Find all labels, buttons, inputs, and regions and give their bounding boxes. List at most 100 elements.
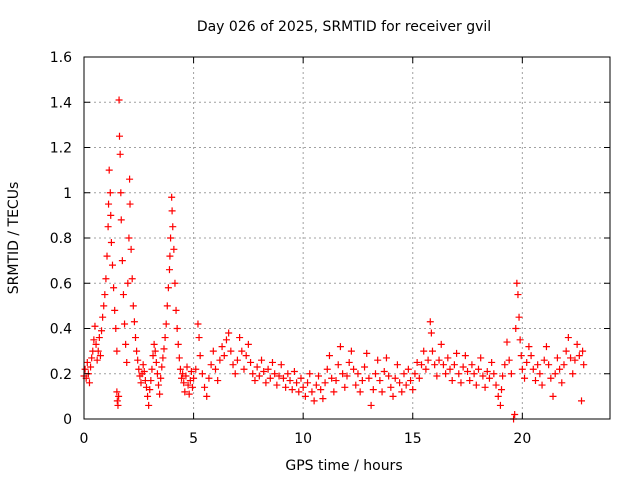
data-point	[549, 392, 557, 400]
data-point	[343, 372, 351, 380]
data-point	[220, 352, 228, 360]
data-point	[90, 336, 98, 344]
data-point	[176, 365, 184, 373]
data-point	[117, 216, 125, 224]
data-point	[428, 347, 436, 355]
data-point	[100, 302, 108, 310]
data-point	[382, 354, 390, 362]
data-point	[515, 313, 523, 321]
data-point	[556, 365, 564, 373]
data-point	[501, 361, 509, 369]
x-axis-label: GPS time / hours	[285, 458, 402, 474]
data-point	[400, 370, 408, 378]
data-point	[251, 377, 259, 385]
data-point	[175, 354, 183, 362]
data-point	[560, 361, 568, 369]
data-point	[178, 374, 186, 382]
data-point	[352, 381, 360, 389]
data-point	[149, 352, 157, 360]
data-point	[466, 377, 474, 385]
data-point	[534, 361, 542, 369]
data-point	[194, 320, 202, 328]
data-point	[538, 381, 546, 389]
data-point	[393, 361, 401, 369]
data-point	[159, 354, 167, 362]
data-point	[542, 343, 550, 351]
data-point	[448, 377, 456, 385]
data-point	[196, 352, 204, 360]
data-point	[330, 388, 338, 396]
data-point	[130, 318, 138, 326]
data-point	[374, 356, 382, 364]
data-point	[184, 381, 192, 389]
data-point	[517, 352, 525, 360]
data-point	[85, 379, 93, 387]
data-point	[315, 372, 323, 380]
data-point	[125, 234, 133, 242]
y-tick-label: 1.4	[50, 95, 72, 111]
data-point	[275, 372, 283, 380]
data-point	[336, 343, 344, 351]
grid-lines	[84, 57, 610, 419]
y-tick-label: 1	[63, 186, 72, 202]
data-point	[209, 347, 217, 355]
data-point	[450, 361, 458, 369]
data-point	[325, 352, 333, 360]
data-point	[402, 381, 410, 389]
data-point	[192, 365, 200, 373]
data-point	[284, 370, 292, 378]
data-point	[91, 322, 99, 330]
data-point	[201, 383, 209, 391]
data-point	[365, 374, 373, 382]
data-point	[240, 365, 248, 373]
x-tick-label: 0	[80, 431, 89, 447]
data-point	[512, 325, 520, 332]
data-point	[167, 234, 175, 242]
data-point	[135, 365, 143, 373]
data-point	[229, 361, 237, 369]
data-point	[525, 343, 533, 351]
data-point	[166, 252, 174, 260]
data-point	[304, 379, 312, 387]
chart-title: Day 026 of 2025, SRMTID for receiver gvi…	[197, 19, 491, 35]
data-points	[80, 96, 588, 423]
data-point	[444, 354, 452, 362]
data-point	[363, 349, 371, 357]
data-point	[172, 306, 180, 314]
data-point	[521, 374, 529, 382]
data-point	[133, 347, 141, 355]
data-point	[523, 358, 531, 366]
data-point	[578, 397, 586, 405]
data-point	[187, 367, 195, 375]
data-point	[398, 388, 406, 396]
data-point	[507, 370, 515, 378]
data-point	[288, 386, 296, 394]
data-point	[94, 347, 102, 355]
data-point	[124, 279, 132, 287]
data-point	[156, 390, 164, 398]
data-point	[553, 354, 561, 362]
data-point	[170, 245, 178, 253]
data-point	[233, 356, 241, 364]
data-point	[295, 388, 303, 396]
data-point	[222, 336, 230, 344]
data-point	[328, 374, 336, 382]
data-point	[485, 374, 493, 382]
data-point	[181, 388, 189, 396]
data-point	[579, 347, 587, 355]
data-point	[87, 363, 95, 371]
data-point	[258, 356, 266, 364]
data-point	[514, 291, 522, 299]
data-point	[354, 370, 362, 378]
data-point	[492, 381, 500, 389]
data-point	[498, 386, 506, 394]
data-point	[378, 388, 386, 396]
data-point	[134, 356, 142, 364]
data-point	[321, 379, 329, 387]
data-point	[105, 166, 113, 174]
data-point	[185, 390, 193, 398]
data-point	[391, 374, 399, 382]
y-tick-label: 0.2	[50, 367, 72, 383]
